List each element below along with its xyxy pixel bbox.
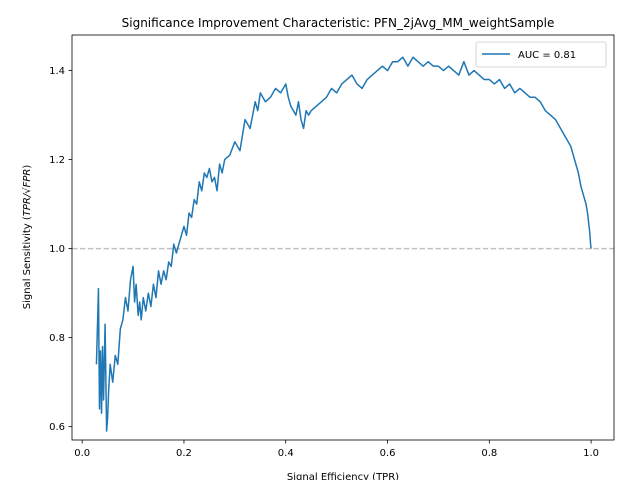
x-tick-label: 0.6 bbox=[380, 448, 396, 459]
x-tick-label: 0.8 bbox=[481, 448, 497, 459]
y-tick-label: 1.4 bbox=[49, 66, 65, 77]
y-tick-label: 1.2 bbox=[49, 155, 65, 166]
y-tick-label: 0.6 bbox=[49, 422, 65, 433]
y-tick-label: 0.8 bbox=[49, 333, 65, 344]
x-tick-label: 0.4 bbox=[278, 448, 294, 459]
legend-box bbox=[475, 41, 607, 68]
plot-frame bbox=[71, 34, 615, 441]
y-axis-label-math: TPR/√FPR bbox=[22, 169, 33, 217]
x-tick-label: 0.2 bbox=[176, 448, 192, 459]
series-line-0 bbox=[95, 56, 592, 432]
y-tick-label: 1.0 bbox=[49, 244, 65, 255]
legend: AUC = 0.81 bbox=[475, 41, 607, 68]
x-tick-label: 1.0 bbox=[583, 448, 599, 459]
y-axis-label-prefix: Signal Sensitivity ( bbox=[22, 216, 33, 309]
y-axis-label-suffix: ) bbox=[22, 165, 33, 169]
legend-entry-label: AUC = 0.81 bbox=[518, 50, 576, 61]
x-tick-label: 0.0 bbox=[74, 448, 90, 459]
y-axis-label: Signal Sensitivity (TPR/√FPR) bbox=[22, 165, 33, 310]
chart-title: Significance Improvement Characteristic:… bbox=[122, 16, 555, 30]
x-axis-label: Signal Efficiency (TPR) bbox=[287, 472, 399, 480]
